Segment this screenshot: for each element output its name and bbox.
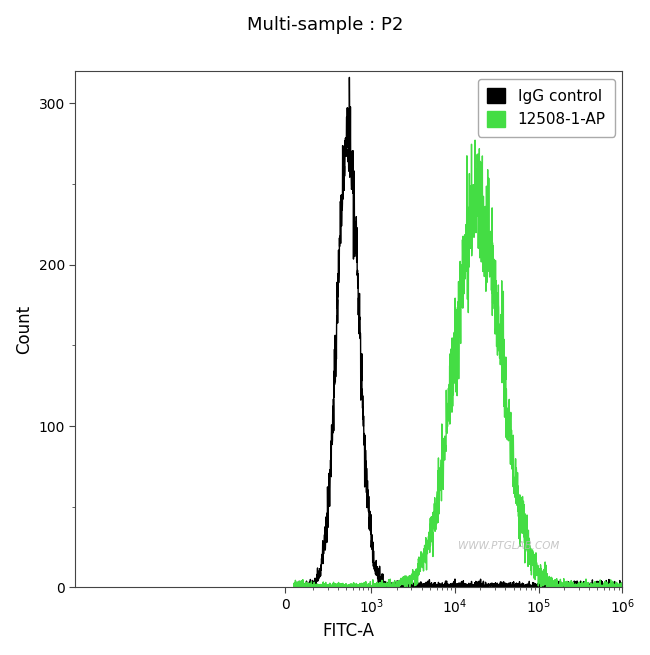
IgG control [290, 583, 298, 591]
12508-1-AP [612, 580, 620, 588]
12508-1-AP [431, 494, 439, 502]
12508-1-AP [296, 583, 304, 591]
12508-1-AP [623, 582, 630, 590]
IgG control [346, 73, 354, 81]
Text: WWW.PTGLAB.COM: WWW.PTGLAB.COM [458, 541, 560, 552]
Line: 12508-1-AP: 12508-1-AP [294, 140, 627, 588]
IgG control [302, 584, 310, 591]
IgG control [623, 583, 630, 591]
12508-1-AP [339, 584, 347, 591]
IgG control [612, 580, 620, 588]
Y-axis label: Count: Count [15, 305, 33, 354]
Text: Multi-sample : P2: Multi-sample : P2 [247, 16, 403, 34]
IgG control [296, 580, 304, 588]
X-axis label: FITC-A: FITC-A [323, 622, 375, 640]
12508-1-AP [290, 583, 298, 591]
Legend: IgG control, 12508-1-AP: IgG control, 12508-1-AP [478, 79, 615, 136]
12508-1-AP [613, 578, 621, 586]
12508-1-AP [440, 434, 448, 442]
IgG control [547, 582, 555, 590]
12508-1-AP [547, 583, 555, 591]
12508-1-AP [471, 136, 479, 144]
IgG control [613, 583, 621, 591]
IgG control [441, 582, 448, 590]
IgG control [431, 583, 439, 591]
Line: IgG control: IgG control [294, 77, 627, 588]
